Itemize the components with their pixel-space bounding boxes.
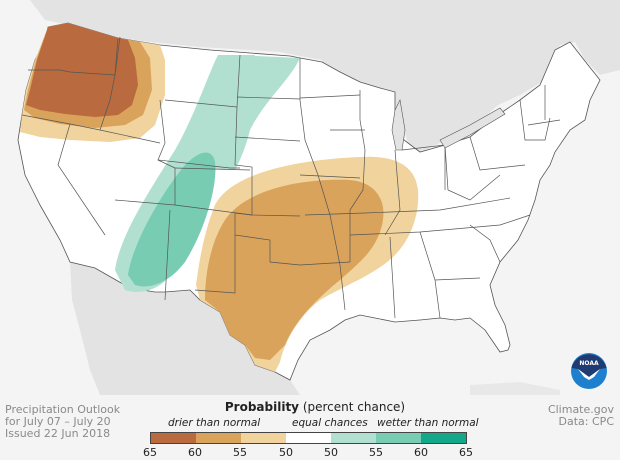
precipitation-outlook-map <box>17 0 620 395</box>
credit: Climate.gov Data: CPC <box>548 404 614 428</box>
caribbean-landmass <box>470 382 560 395</box>
caption-date-range: for July 07 – July 20 <box>5 415 111 428</box>
caption-issued: Issued 22 Jun 2018 <box>5 427 111 440</box>
legend-category-drier: drier than normal <box>168 417 261 429</box>
mexico-landmass <box>70 262 300 395</box>
legend-tick: 65 <box>459 446 473 459</box>
legend-category-equal: equal chances <box>292 417 368 429</box>
map-caption: Precipitation Outlook for July 07 – July… <box>5 404 120 440</box>
canada-landmass <box>30 0 620 153</box>
footer: Precipitation Outlook for July 07 – July… <box>0 395 620 460</box>
legend-title-rest: (percent chance) <box>299 400 406 414</box>
legend-tick: 55 <box>233 446 247 459</box>
legend-tick: 65 <box>143 446 157 459</box>
state-borders <box>21 36 561 319</box>
legend-swatch <box>151 433 196 443</box>
credit-source: Climate.gov <box>547 403 614 416</box>
caption-title: Precipitation Outlook <box>5 403 121 416</box>
legend-tick: 60 <box>414 446 428 459</box>
legend-category-wetter: wetter than normal <box>377 417 479 429</box>
legend-title-bold: Probability <box>224 400 300 414</box>
legend-tick: 60 <box>188 446 202 459</box>
legend-tick: 50 <box>324 446 338 459</box>
credit-data: Data: CPC <box>558 415 614 428</box>
legend-swatch <box>331 433 376 443</box>
legend-swatch <box>286 433 331 443</box>
svg-text:NOAA: NOAA <box>579 360 599 367</box>
legend-swatch <box>241 433 286 443</box>
great-lakes <box>391 99 506 151</box>
legend-color-bar <box>150 432 467 444</box>
noaa-logo: NOAA <box>570 352 608 390</box>
legend-tick: 55 <box>369 446 383 459</box>
legend-tick: 50 <box>279 446 293 459</box>
probability-shading <box>20 23 419 372</box>
legend-swatch <box>196 433 241 443</box>
legend-swatch <box>421 433 466 443</box>
legend-ticks: 65 60 55 50 50 55 60 65 <box>143 446 480 459</box>
legend-categories: drier than normal equal chances wetter t… <box>150 417 480 430</box>
legend-swatch <box>376 433 421 443</box>
legend-title: Probability (percent chance) <box>150 400 480 414</box>
